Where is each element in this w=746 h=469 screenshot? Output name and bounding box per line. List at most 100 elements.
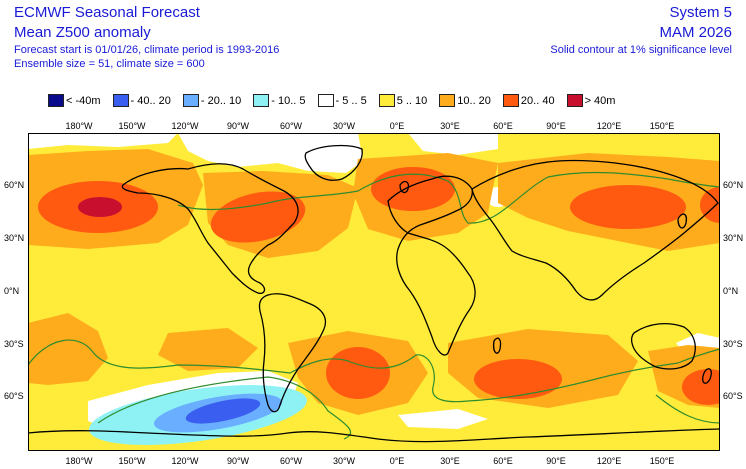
lon-label-bottom: 0°E (389, 456, 405, 466)
red-north-america (210, 191, 306, 243)
forecast-start: Forecast start is 01/01/26, climate peri… (14, 44, 280, 56)
lat-label-left: 30°N (4, 233, 25, 243)
coast-antarctica (28, 428, 720, 443)
legend-swatch (378, 94, 395, 107)
lon-label-top: 90°E (546, 121, 566, 131)
white-arctic (178, 133, 363, 173)
legend-swatch (502, 94, 519, 107)
legend-item: - 40.. 20 (112, 94, 171, 107)
legend-swatch (439, 94, 456, 107)
lon-label-top: 90°W (226, 121, 250, 131)
coast-australia (630, 322, 696, 370)
header-right: System 5 MAM 2026 Solid contour at 1% si… (550, 3, 732, 57)
lon-label-top: 150°W (118, 121, 146, 131)
lon-label-bottom: 180°W (65, 456, 93, 466)
lon-label-top: 60°E (493, 121, 513, 131)
coast-greenland (304, 144, 363, 181)
lat-label-right: 60°S (723, 391, 743, 401)
season-label: MAM 2026 (659, 24, 732, 41)
red-south-indian (474, 359, 562, 399)
orange-sw-pacific (28, 313, 108, 385)
lon-label-bottom: 90°E (546, 456, 566, 466)
lat-label-left: 30°S (4, 339, 24, 349)
legend-item: < -40m (48, 94, 101, 107)
lon-label-top: 30°E (440, 121, 460, 131)
legend-swatch (182, 94, 199, 107)
coastlines (28, 144, 720, 443)
white-antarctic-edge (398, 409, 488, 429)
legend: < -40m - 40.. 20 - 20.. 10 - 10.. 5 - 5 .. 5… (48, 94, 627, 107)
legend-label: - 20.. 10 (200, 94, 242, 107)
legend-swatch (112, 94, 129, 107)
legend-label: - 10.. 5 (271, 94, 306, 107)
legend-label: > 40m (584, 94, 616, 107)
sig-contour-north (177, 171, 720, 224)
lon-label-bottom: 120°E (596, 456, 622, 466)
darkred-north-pacific (78, 197, 122, 217)
legend-label: - 5 .. 5 (335, 94, 367, 107)
red-east-asia (570, 185, 686, 229)
coast-asia (471, 159, 719, 301)
lon-label-bottom: 150°E (649, 456, 675, 466)
coast-new-zealand (702, 368, 712, 384)
system-label: System 5 (669, 4, 732, 21)
lon-label-top: 150°E (649, 121, 675, 131)
legend-item: 20.. 40 (502, 94, 555, 107)
blue-amundsen (185, 398, 261, 424)
lon-label-top: 120°W (171, 121, 199, 131)
legend-item: - 10.. 5 (253, 94, 306, 107)
legend-item: - 20.. 10 (182, 94, 242, 107)
lat-label-right: 30°N (723, 233, 744, 243)
sig-contour-se (655, 394, 720, 424)
orange-se-ocean (158, 328, 258, 371)
sig-contour-antarctic (97, 376, 351, 440)
lon-label-top: 120°E (596, 121, 622, 131)
lon-label-bottom: 60°E (493, 456, 513, 466)
legend-swatch (48, 94, 64, 107)
legend-item: - 5 .. 5 (317, 94, 367, 107)
lon-label-top: 180°W (65, 121, 93, 131)
main-title: ECMWF Seasonal Forecast (14, 4, 200, 21)
coast-madagascar (492, 337, 502, 354)
ensemble-size: Ensemble size = 51, climate size = 600 (14, 58, 205, 70)
lon-label-bottom: 30°W (332, 456, 356, 466)
legend-item: 5 .. 10 (378, 94, 428, 107)
lat-label-left: 0°N (4, 286, 20, 296)
map-frame (28, 133, 720, 451)
legend-label: - 40.. 20 (130, 94, 171, 107)
coast-japan (677, 213, 688, 229)
legend-swatch (566, 94, 583, 107)
lat-label-right: 0°N (723, 286, 739, 296)
lon-label-bottom: 30°E (440, 456, 460, 466)
lon-label-top: 60°W (279, 121, 303, 131)
subtitle: Mean Z500 anomaly (14, 24, 151, 41)
white-africa (408, 133, 498, 155)
lat-label-left: 60°S (4, 391, 24, 401)
legend-label: 20.. 40 (520, 94, 555, 107)
white-north-pacific-edge (28, 133, 178, 149)
sig-contour-south (28, 339, 720, 403)
legend-item: 10.. 20 (439, 94, 491, 107)
lon-label-bottom: 60°W (279, 456, 303, 466)
coast-south-america (258, 293, 327, 413)
lon-label-bottom: 90°W (226, 456, 250, 466)
red-nw-pacific-edge (700, 187, 720, 223)
contour-note: Solid contour at 1% significance level (550, 44, 732, 56)
anomaly-map (28, 133, 720, 451)
legend-swatch (317, 94, 334, 107)
lat-label-right: 30°S (723, 339, 743, 349)
legend-label: 10.. 20 (457, 94, 491, 107)
red-south-atlantic (326, 347, 390, 399)
legend-label: 5 .. 10 (396, 94, 428, 107)
header-left: ECMWF Seasonal Forecast Mean Z500 anomal… (14, 3, 279, 71)
coast-north-america (121, 163, 299, 295)
lon-label-bottom: 150°W (118, 456, 146, 466)
lon-label-top: 0°E (389, 121, 405, 131)
legend-item: > 40m (566, 94, 616, 107)
coast-uk (399, 180, 410, 194)
legend-swatch (253, 94, 270, 107)
legend-label: < -40m (66, 94, 101, 107)
lon-label-top: 30°W (332, 121, 356, 131)
lat-label-right: 60°N (723, 180, 744, 190)
lat-label-left: 60°N (4, 180, 25, 190)
